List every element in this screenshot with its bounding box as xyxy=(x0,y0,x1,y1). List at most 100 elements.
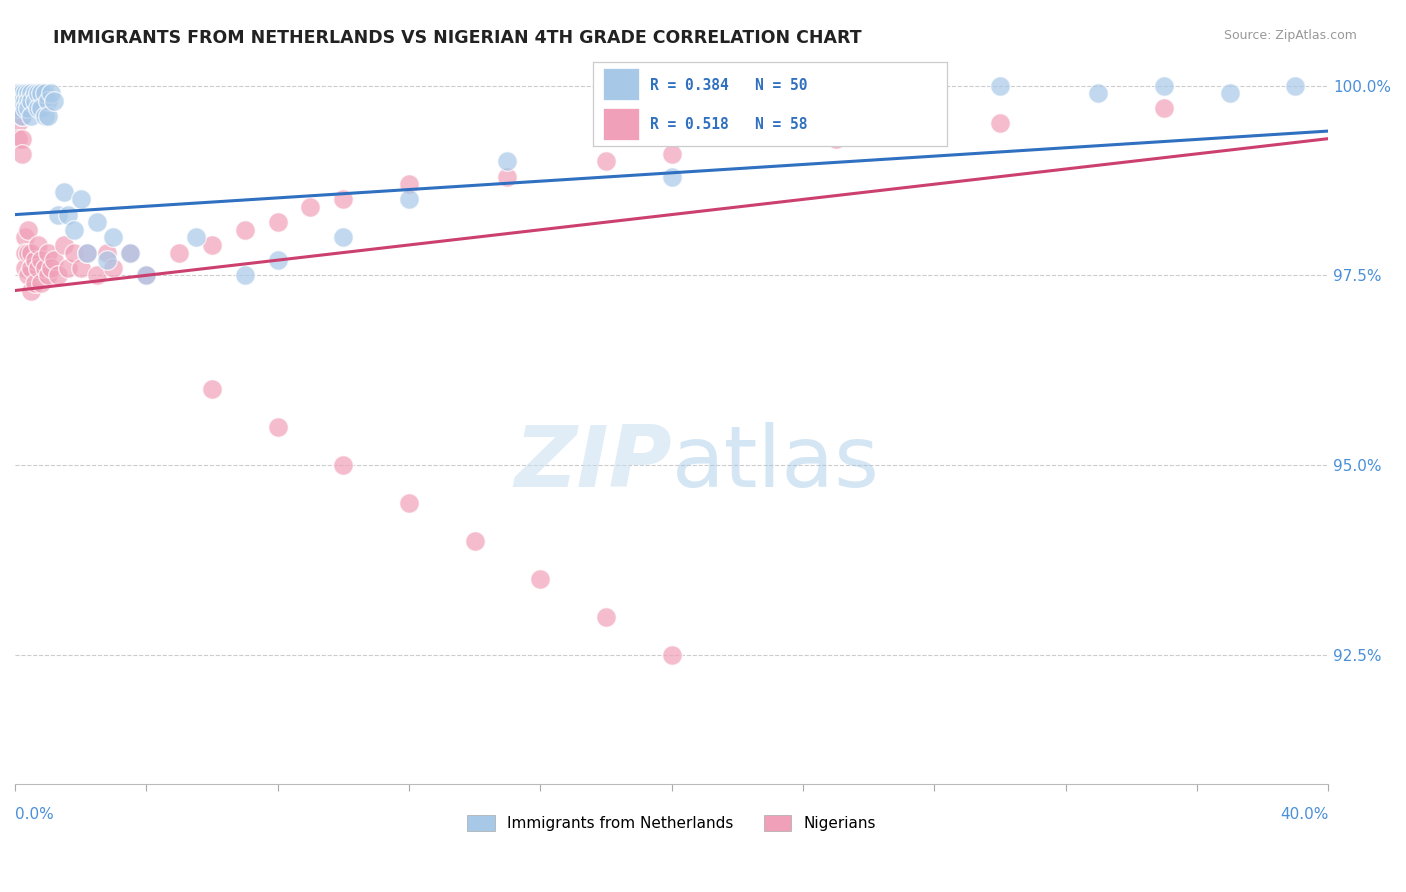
Point xyxy=(76,245,98,260)
Text: 40.0%: 40.0% xyxy=(1279,807,1329,822)
Point xyxy=(10,86,32,100)
Point xyxy=(30,276,52,290)
Point xyxy=(135,268,157,283)
Point xyxy=(184,230,207,244)
Point xyxy=(103,230,125,244)
Point xyxy=(34,86,56,100)
Point xyxy=(7,101,30,115)
Point xyxy=(27,238,49,252)
Point xyxy=(7,131,30,145)
Point xyxy=(233,268,256,283)
Point xyxy=(37,109,59,123)
Point xyxy=(39,260,62,275)
Point xyxy=(34,109,56,123)
Point xyxy=(595,610,617,624)
Point xyxy=(10,131,32,145)
Point xyxy=(63,245,86,260)
Point xyxy=(529,572,551,586)
Point xyxy=(661,146,683,161)
Point xyxy=(7,101,30,115)
Point xyxy=(7,116,30,130)
Point xyxy=(1153,101,1175,115)
Legend: Immigrants from Netherlands, Nigerians: Immigrants from Netherlands, Nigerians xyxy=(467,815,876,831)
Point xyxy=(37,245,59,260)
Point xyxy=(96,253,118,268)
Point xyxy=(34,260,56,275)
Point xyxy=(332,458,354,472)
Point xyxy=(14,101,37,115)
Point xyxy=(14,94,37,108)
Point xyxy=(10,109,32,123)
Text: IMMIGRANTS FROM NETHERLANDS VS NIGERIAN 4TH GRADE CORRELATION CHART: IMMIGRANTS FROM NETHERLANDS VS NIGERIAN … xyxy=(53,29,862,46)
Point xyxy=(24,276,46,290)
Point xyxy=(398,178,420,192)
Point xyxy=(27,260,49,275)
Point xyxy=(266,253,288,268)
Point xyxy=(135,268,157,283)
Point xyxy=(24,86,46,100)
Point xyxy=(266,420,288,434)
Point xyxy=(17,268,39,283)
Point xyxy=(30,253,52,268)
Text: atlas: atlas xyxy=(672,422,880,505)
Point xyxy=(233,223,256,237)
Point xyxy=(10,146,32,161)
Point xyxy=(7,86,30,100)
Text: 0.0%: 0.0% xyxy=(15,807,53,822)
Point xyxy=(20,260,42,275)
Point xyxy=(96,245,118,260)
Point xyxy=(398,193,420,207)
Point xyxy=(167,245,190,260)
Point xyxy=(24,94,46,108)
Point xyxy=(10,94,32,108)
Point xyxy=(37,94,59,108)
Point xyxy=(20,245,42,260)
Point xyxy=(63,223,86,237)
Point xyxy=(46,208,69,222)
Point xyxy=(661,648,683,662)
Point xyxy=(332,193,354,207)
Point xyxy=(988,78,1011,93)
Point xyxy=(30,86,52,100)
Point xyxy=(39,86,62,100)
Point xyxy=(266,215,288,229)
Point xyxy=(14,245,37,260)
Point xyxy=(20,86,42,100)
Point xyxy=(10,109,32,123)
Point xyxy=(988,116,1011,130)
Text: Source: ZipAtlas.com: Source: ZipAtlas.com xyxy=(1223,29,1357,42)
Point xyxy=(44,94,66,108)
Point xyxy=(20,109,42,123)
Point xyxy=(24,253,46,268)
Point xyxy=(17,86,39,100)
Point xyxy=(398,496,420,510)
Point xyxy=(53,238,76,252)
Point xyxy=(103,260,125,275)
Point xyxy=(69,193,91,207)
Point xyxy=(1284,78,1306,93)
Point xyxy=(299,200,322,214)
Point xyxy=(1219,86,1241,100)
Point xyxy=(118,245,141,260)
Point xyxy=(69,260,91,275)
Point xyxy=(201,382,224,396)
Point xyxy=(30,101,52,115)
Point xyxy=(201,238,224,252)
Point xyxy=(496,169,519,184)
Point xyxy=(20,94,42,108)
Point xyxy=(27,101,49,115)
Point xyxy=(661,169,683,184)
Point xyxy=(332,230,354,244)
Point xyxy=(56,208,79,222)
Text: ZIP: ZIP xyxy=(515,422,672,505)
Point xyxy=(17,245,39,260)
Point xyxy=(86,268,108,283)
Point xyxy=(56,260,79,275)
Point xyxy=(14,260,37,275)
Point xyxy=(17,101,39,115)
Point xyxy=(464,534,486,549)
Point xyxy=(37,268,59,283)
Point xyxy=(76,245,98,260)
Point xyxy=(496,154,519,169)
Point xyxy=(53,185,76,199)
